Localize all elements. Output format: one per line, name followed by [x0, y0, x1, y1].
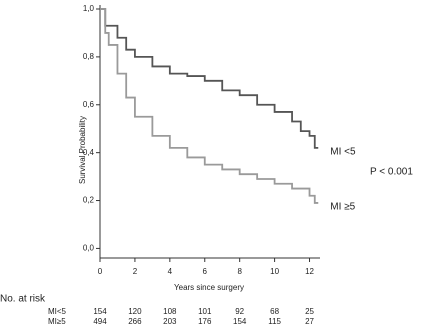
- y-tick-label: 1,0: [83, 4, 95, 13]
- y-tick-label: 0,0: [83, 244, 95, 253]
- y-tick-label: 0,2: [83, 196, 95, 205]
- y-axis-label: Survival Probability: [78, 116, 87, 184]
- risk-value: 27: [305, 317, 314, 326]
- risk-value: 266: [128, 317, 142, 326]
- survival-curve: [100, 8, 319, 149]
- x-tick-label: 0: [98, 267, 103, 276]
- risk-value: 68: [270, 307, 279, 316]
- risk-value: 25: [305, 307, 314, 316]
- risk-value: 203: [163, 317, 177, 326]
- risk-value: 101: [198, 307, 212, 316]
- x-axis-label: Years since surgery: [174, 283, 244, 292]
- x-tick-label: 8: [237, 267, 242, 276]
- risk-value: 154: [233, 317, 247, 326]
- risk-value: 494: [93, 317, 107, 326]
- x-tick-label: 4: [168, 267, 173, 276]
- risk-title: No. at risk: [0, 294, 46, 305]
- risk-row-label: MI<5: [48, 307, 67, 316]
- risk-value: 120: [128, 307, 142, 316]
- risk-value: 176: [198, 317, 212, 326]
- risk-row-label: MI≥5: [48, 317, 66, 326]
- y-tick-label: 0,4: [83, 148, 95, 157]
- survival-curve: [100, 8, 319, 204]
- y-tick-label: 0,6: [83, 100, 95, 109]
- p-value: P < 0.001: [370, 167, 413, 178]
- x-tick-label: 6: [203, 267, 208, 276]
- series-label: MI <5: [330, 147, 356, 158]
- risk-value: 115: [268, 317, 281, 326]
- risk-value: 154: [93, 307, 107, 316]
- series-label: MI ≥5: [330, 202, 355, 213]
- x-tick-label: 12: [305, 267, 314, 276]
- x-tick-label: 10: [270, 267, 279, 276]
- risk-value: 92: [235, 307, 244, 316]
- risk-value: 108: [163, 307, 177, 316]
- x-tick-label: 2: [133, 267, 138, 276]
- y-tick-label: 0,8: [83, 52, 95, 61]
